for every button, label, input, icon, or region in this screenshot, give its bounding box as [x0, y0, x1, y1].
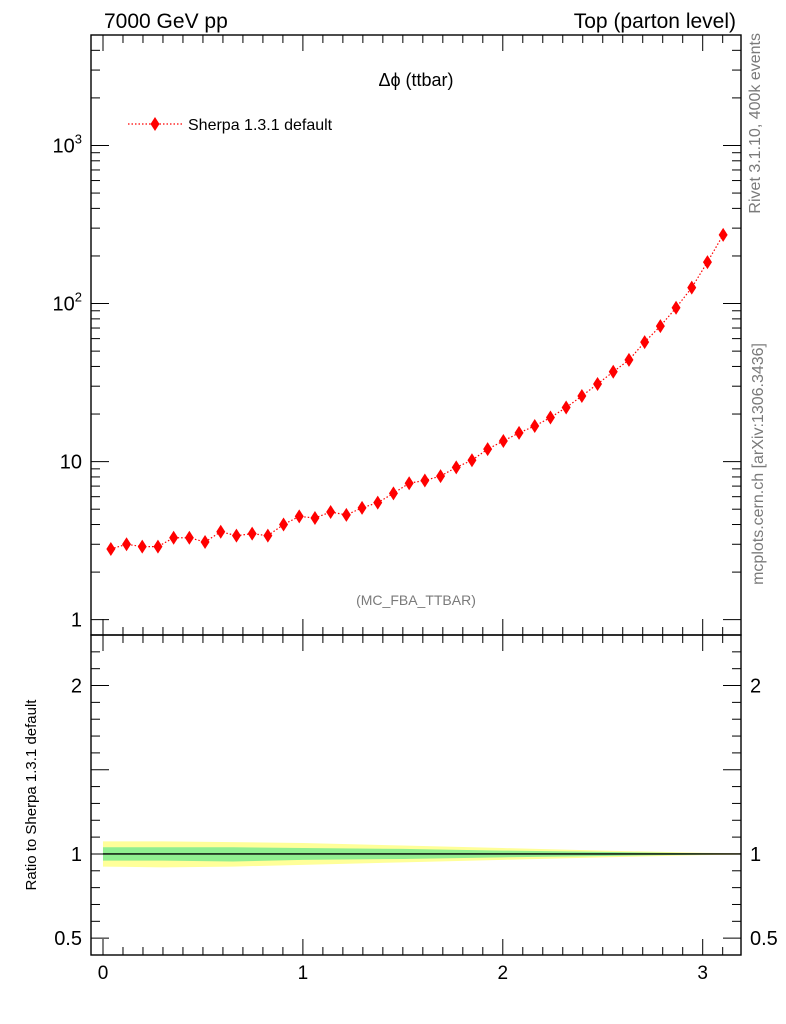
data-point: [184, 530, 194, 545]
data-point: [263, 528, 273, 543]
rivet-label: Rivet 3.1.10, 400k events: [747, 33, 764, 214]
data-point: [451, 460, 461, 475]
y-tick-label: 1: [71, 610, 82, 632]
mcplots-label: mcplots.cern.ch [arXiv:1306.3436]: [750, 343, 767, 585]
y-tick-label-right: 1: [750, 844, 761, 866]
main-x-axis: [102, 35, 724, 635]
header-right: Top (parton level): [574, 10, 736, 33]
main-panel: Δϕ (ttbar) (MC_FBA_TTBAR) 1 10 102 103 Sher…: [53, 34, 742, 636]
data-point: [326, 505, 336, 520]
x-tick-label: 2: [498, 963, 509, 984]
series-line: [110, 234, 724, 550]
data-point: [388, 486, 398, 501]
y-tick-label: 0.5: [54, 928, 82, 950]
data-point: [341, 507, 351, 522]
data-point: [655, 319, 665, 334]
data-point: [357, 500, 367, 515]
x-tick-label: 1: [298, 963, 309, 984]
legend: Sherpa 1.3.1 default: [128, 117, 333, 134]
header-left: 7000 GeV pp: [104, 10, 228, 33]
y-tick-label-right: 2: [750, 676, 761, 698]
data-point: [294, 509, 304, 524]
ratio-panel: 0.5 0.5 1 1 2 2 0 1 2 3 Ratio to Sherpa 1.3.1 de…: [23, 634, 778, 984]
data-point: [106, 542, 116, 557]
data-point: [514, 425, 524, 440]
legend-label: Sherpa 1.3.1 default: [188, 117, 333, 134]
data-point: [467, 453, 477, 468]
data-point: [200, 535, 210, 550]
data-point: [577, 389, 587, 404]
x-tick-label: 3: [697, 963, 708, 984]
y-tick-label: 2: [71, 676, 82, 698]
data-point: [608, 364, 618, 379]
chart-title: Δϕ (ttbar): [378, 70, 453, 90]
ratio-y-axis: 0.5 0.5 1 1 2 2: [54, 634, 778, 956]
y-tick-label-right: 0.5: [750, 928, 778, 950]
data-point: [593, 376, 603, 391]
data-point: [373, 495, 383, 510]
data-point: [169, 530, 179, 545]
data-point: [247, 526, 257, 541]
main-y-axis: 1 10 102 103: [53, 34, 741, 632]
data-point: [687, 280, 697, 295]
data-point: [420, 473, 430, 488]
data-point: [153, 539, 163, 554]
data-point: [530, 419, 540, 434]
data-point: [436, 469, 446, 484]
legend-marker: [150, 117, 160, 131]
data-point: [545, 410, 555, 425]
ratio-frame: [90, 634, 742, 956]
data-point: [122, 537, 132, 552]
data-point: [279, 517, 289, 532]
data-point: [404, 476, 414, 491]
x-tick-label: 0: [98, 963, 109, 984]
data-point: [137, 539, 147, 554]
data-point: [702, 255, 712, 270]
data-point: [231, 528, 241, 543]
data-point: [671, 300, 681, 315]
data-point: [561, 400, 571, 415]
data-point: [310, 510, 320, 525]
y-tick-label: 1: [71, 844, 82, 866]
data-point: [216, 524, 226, 539]
data-point: [640, 335, 650, 350]
y-tick-label: 102: [53, 290, 82, 316]
analysis-label: (MC_FBA_TTBAR): [356, 592, 476, 608]
data-point: [624, 352, 634, 367]
y-tick-label: 103: [53, 131, 82, 157]
series-sherpa: [106, 227, 728, 557]
ratio-y-label: Ratio to Sherpa 1.3.1 default: [23, 699, 40, 891]
data-point: [498, 434, 508, 449]
data-point: [718, 227, 728, 242]
y-tick-label: 10: [60, 452, 82, 474]
data-point: [483, 442, 493, 457]
ratio-x-axis: 0 1 2 3: [98, 635, 724, 984]
